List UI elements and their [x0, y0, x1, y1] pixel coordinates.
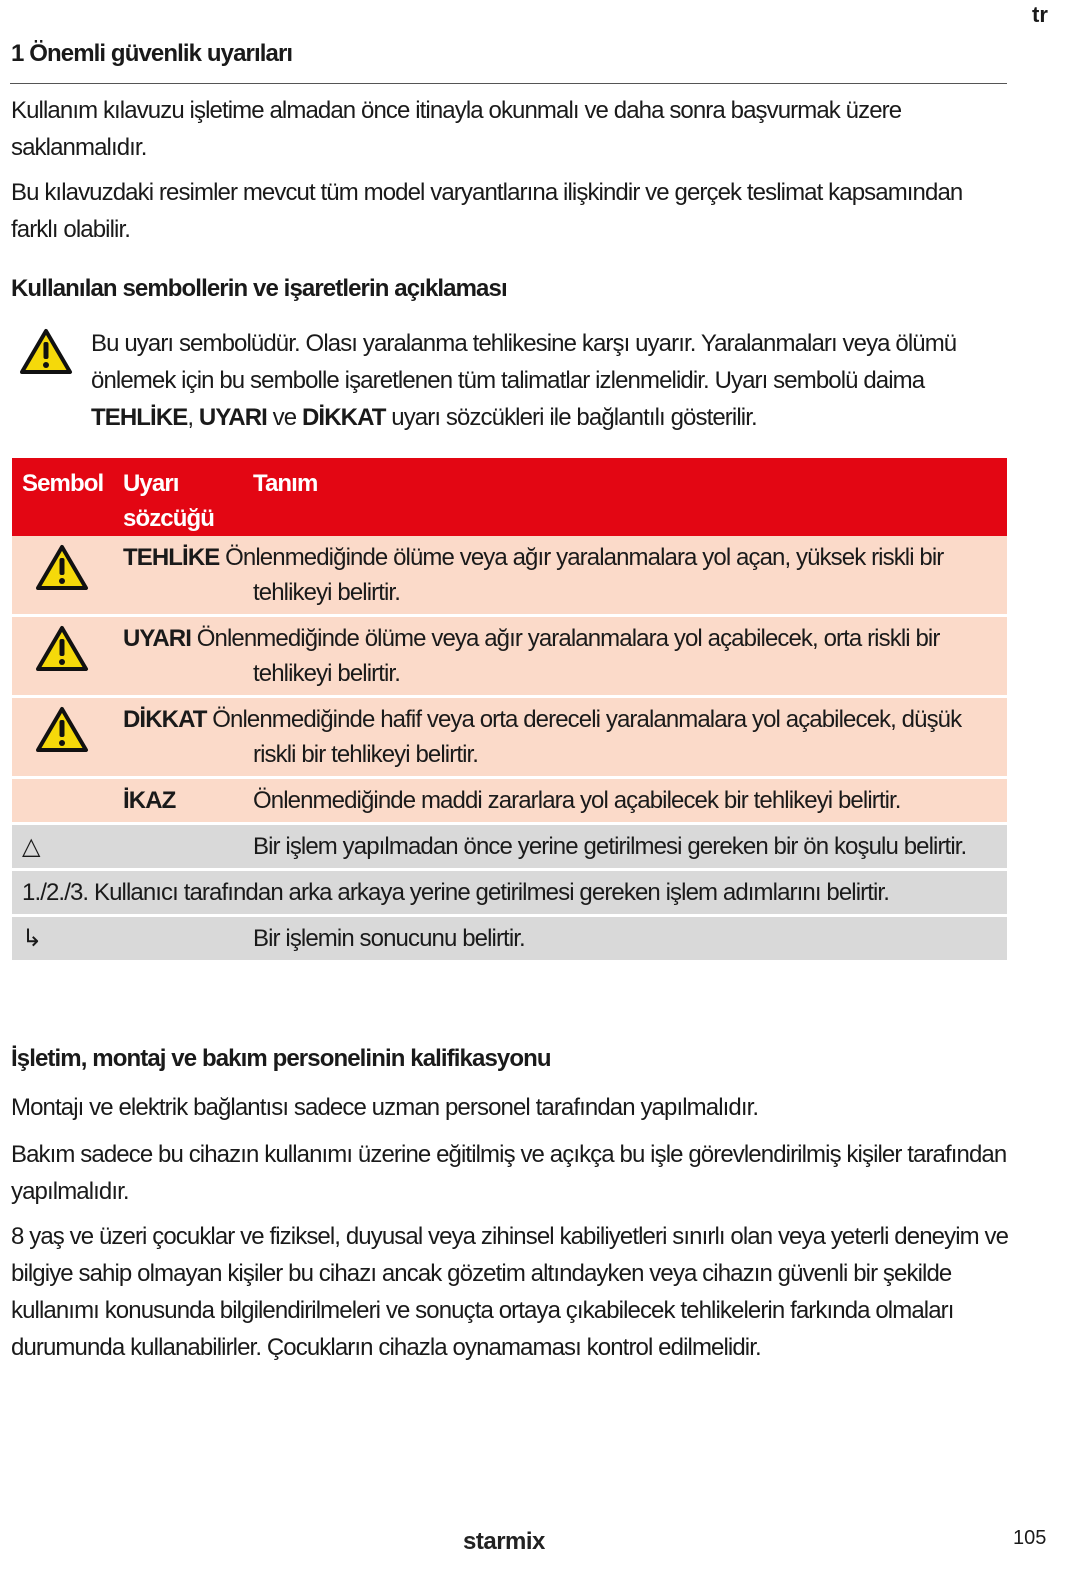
- symbol-table: Sembol Uyarı sözcüğü Tanım TEHLİKE Önlen…: [12, 458, 1007, 963]
- table-row: UYARI Önlenmediğinde ölüme veya ağır yar…: [12, 615, 1007, 698]
- page-number: 105: [1013, 1527, 1047, 1549]
- paragraph: Bakım sadece bu cihazın kullanımı üzerin…: [11, 1141, 1007, 1205]
- subheading: Kullanılan sembollerin ve işaretlerin aç…: [11, 275, 508, 302]
- table-row: △ Bir işlem yapılmadan önce yerine getiri…: [12, 823, 1007, 871]
- language-code: tr: [1032, 2, 1048, 27]
- table-header: Sembol Uyarı sözcüğü Tanım: [12, 458, 1007, 536]
- paragraph: Bu kılavuzdaki resimler mevcut tüm model…: [11, 179, 963, 243]
- table-row: TEHLİKE Önlenmediğinde ölüme veya ağır y…: [12, 536, 1007, 617]
- header-symbol: Sembol: [12, 458, 123, 536]
- warning-icon: [20, 329, 72, 374]
- paragraph: Kullanım kılavuzu işletime almadan önce …: [11, 97, 902, 161]
- header-word: Uyarı sözcüğü: [123, 458, 253, 536]
- warning-icon: [36, 626, 88, 671]
- warning-icon: [36, 545, 88, 590]
- starmix-logo: starmix: [463, 1528, 545, 1555]
- warning-icon: [36, 707, 88, 752]
- table-row: 1./2./3. Kullanıcı tarafından arka arkay…: [12, 869, 1007, 917]
- precondition-icon: △: [12, 823, 123, 871]
- paragraph: 8 yaş ve üzeri çocuklar ve fiziksel, duy…: [11, 1223, 1009, 1361]
- paragraph: Montajı ve elektrik bağlantısı sadece uz…: [11, 1094, 759, 1121]
- section-heading: 1 Önemli güvenlik uyarıları: [11, 40, 293, 67]
- heading-rule: [10, 83, 1007, 84]
- subheading: İşletim, montaj ve bakım personelinin ka…: [11, 1045, 552, 1072]
- table-row: ↳ Bir işlemin sonucunu belirtir.: [12, 915, 1007, 963]
- table-row: DİKKAT Önlenmediğinde hafif veya orta de…: [12, 696, 1007, 779]
- warning-intro: Bu uyarı sembolüdür. Olası yaralanma teh…: [91, 330, 957, 431]
- header-desc: Tanım: [253, 458, 1007, 536]
- result-arrow-icon: ↳: [12, 915, 123, 963]
- table-row: İKAZ Önlenmediğinde maddi zararlara yol a…: [12, 777, 1007, 825]
